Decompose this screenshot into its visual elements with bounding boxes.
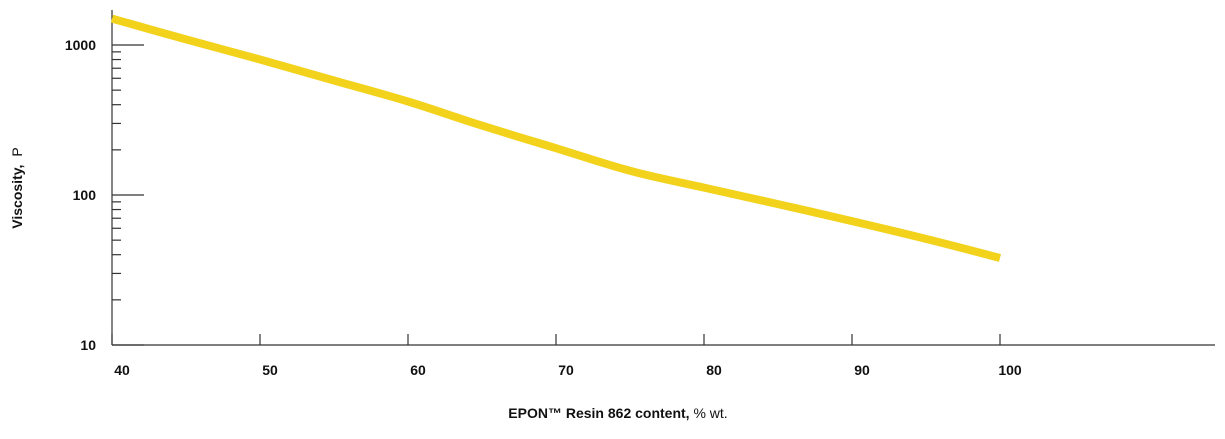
y-axis-title-main: Viscosity, bbox=[9, 165, 25, 229]
y-tick-label: 10 bbox=[80, 337, 96, 353]
y-axis-title-unit: P bbox=[9, 147, 25, 156]
x-ticks: 40 50 60 70 80 90 100 bbox=[111, 334, 1022, 378]
y-tick-label: 100 bbox=[73, 187, 97, 203]
x-tick-label: 80 bbox=[706, 362, 722, 378]
x-axis-title: EPON™ Resin 862 content, % wt. bbox=[508, 405, 727, 421]
x-axis-title-unit: % wt. bbox=[690, 405, 728, 421]
x-tick-label: 50 bbox=[262, 362, 278, 378]
x-tick-label: 70 bbox=[558, 362, 574, 378]
y-axis-title: Viscosity, P bbox=[9, 147, 25, 228]
x-tick-label: 90 bbox=[854, 362, 870, 378]
y-tick-label: 1000 bbox=[65, 37, 96, 53]
x-tick-label: 60 bbox=[410, 362, 426, 378]
series-layer bbox=[110, 14, 1002, 262]
x-tick-label: 100 bbox=[998, 362, 1022, 378]
x-tick-label: 40 bbox=[114, 362, 130, 378]
y-ticks: 10 100 1000 bbox=[65, 37, 144, 353]
x-axis-title-main: EPON™ Resin 862 content, bbox=[508, 405, 689, 421]
axes bbox=[111, 10, 1215, 346]
series-line bbox=[110, 14, 1002, 262]
